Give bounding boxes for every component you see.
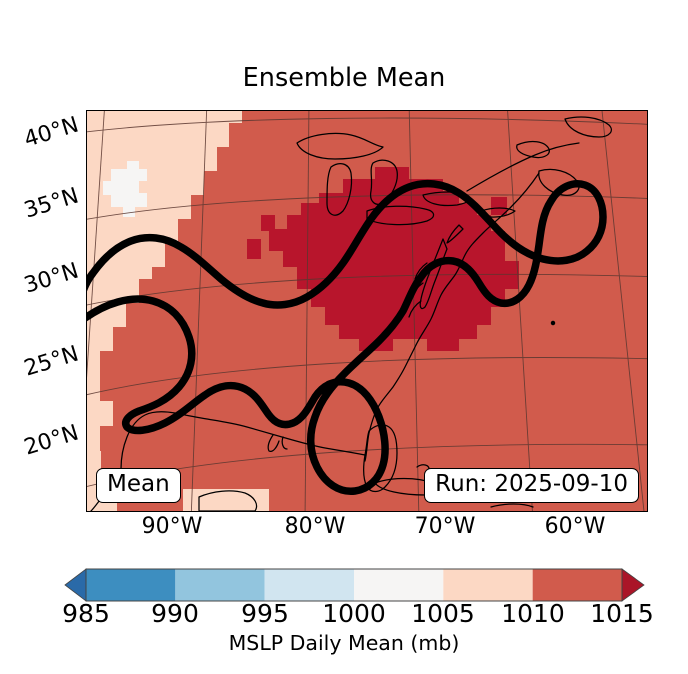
- yucatan-peninsula: [198, 490, 258, 511]
- lat-label-20N: 20°N: [21, 420, 82, 461]
- gaspe-peninsula: [516, 140, 550, 159]
- meridian-90W: [190, 111, 208, 511]
- delaware-bay: [446, 224, 464, 244]
- lake-superior: [296, 132, 384, 160]
- title-line-1: Ensemble Mean: [242, 62, 446, 93]
- colorbar-tick-1010: 1010: [501, 599, 565, 628]
- meridian-70W: [601, 111, 645, 511]
- colorbar-graphic: [64, 568, 645, 602]
- colorbar-tick-990: 990: [151, 599, 199, 628]
- map-panel: Mean Run: 2025-09-10: [86, 110, 648, 512]
- mississippi-delta: [267, 434, 288, 453]
- colorbar-outline: [85, 568, 623, 602]
- colorbar-tick-1005: 1005: [411, 599, 475, 628]
- colorbar-band-1010-1015: [532, 569, 622, 601]
- lon-label-70W: 70°W: [414, 514, 476, 539]
- lon-label-90W: 90°W: [141, 514, 203, 539]
- mean-annotation-box: Mean: [96, 468, 181, 503]
- contour-band-1005-1010-lower: [87, 376, 113, 451]
- map-graphic: [87, 111, 647, 511]
- contour-band-1000-1005: [103, 161, 147, 217]
- colorbar-band-985-990: [86, 569, 176, 601]
- parallel-25N: [87, 357, 647, 396]
- lake-erie: [366, 205, 435, 226]
- meridian-80W: [408, 111, 420, 511]
- colorbar-band-1000-1005: [354, 569, 444, 601]
- lat-label-25N: 25°N: [21, 341, 82, 382]
- colorbar-band-990-995: [175, 569, 265, 601]
- colorbar-extend-under: [64, 568, 87, 602]
- st-lawrence-river: [466, 142, 580, 192]
- newfoundland-coast: [564, 116, 612, 138]
- meridian-75W: [507, 111, 533, 511]
- run-annotation-box: Run: 2025-09-10: [424, 468, 639, 503]
- colorbar-axis-label: MSLP Daily Mean (mb): [228, 631, 460, 655]
- colorbar-tick-1015: 1015: [590, 599, 654, 628]
- bermuda: [550, 320, 556, 326]
- colorbar-tick-995: 995: [241, 599, 289, 628]
- hispaniola: [490, 503, 534, 508]
- nova-scotia: [538, 168, 580, 196]
- colorbar-band-1005-1010: [443, 569, 533, 601]
- contour-band-above-1015-ne: [491, 197, 507, 215]
- mean-mslp-contour: [87, 179, 607, 495]
- colorbar-extend-over: [621, 568, 645, 602]
- colorbar-tick-985: 985: [62, 599, 110, 628]
- lon-label-80W: 80°W: [284, 514, 346, 539]
- meridian-85W: [304, 111, 310, 511]
- colorbar: 985 990 995 1000 1005 1010 1015 MSLP Dai…: [0, 555, 688, 674]
- lon-label-60W: 60°W: [544, 514, 606, 539]
- colorbar-band-995-1000: [264, 569, 354, 601]
- contour-band-above-1015-notch: [247, 239, 261, 259]
- map-frame: [86, 110, 648, 512]
- contour-band-above-1015: [261, 167, 519, 351]
- lake-michigan: [326, 163, 353, 216]
- colorbar-tick-1000: 1000: [322, 599, 386, 628]
- parallel-40N: [87, 117, 647, 133]
